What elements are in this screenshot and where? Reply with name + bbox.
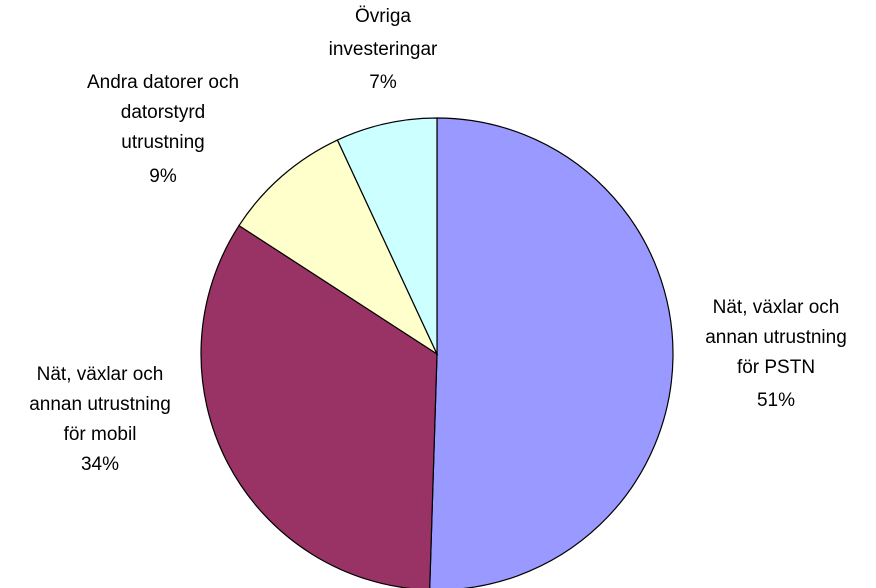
label-line: Nät, växlar och [713,297,840,318]
label-line: annan utrustning [705,327,847,348]
slice-label: Andra datorer och datorstyrd utrustning [87,72,239,153]
pie-slice [429,117,674,588]
slice-label: Övriga investeringar [329,6,438,60]
slice-value-label: 34% [81,454,119,475]
label-line: för mobil [64,424,137,445]
slice-value-label: 9% [149,166,177,187]
pie-slice [238,139,439,356]
label-line: Andra datorer och [87,72,239,93]
slice-label: Nät, växlar och annan utrustning för PSTN [705,297,847,378]
label-line: Övriga [355,6,411,27]
label-line: investeringar [329,39,438,60]
label-line: Nät, växlar och [37,364,164,385]
label-line: datorstyrd [121,102,205,123]
label-line: utrustning [121,132,204,153]
slice-value-label: 51% [757,390,795,411]
pie-slice [336,117,438,355]
slice-value-label: 7% [369,72,397,93]
slice-label: Nät, växlar och annan utrustning för mobil [29,364,171,445]
label-line: annan utrustning [29,394,171,415]
label-line: för PSTN [737,357,815,378]
